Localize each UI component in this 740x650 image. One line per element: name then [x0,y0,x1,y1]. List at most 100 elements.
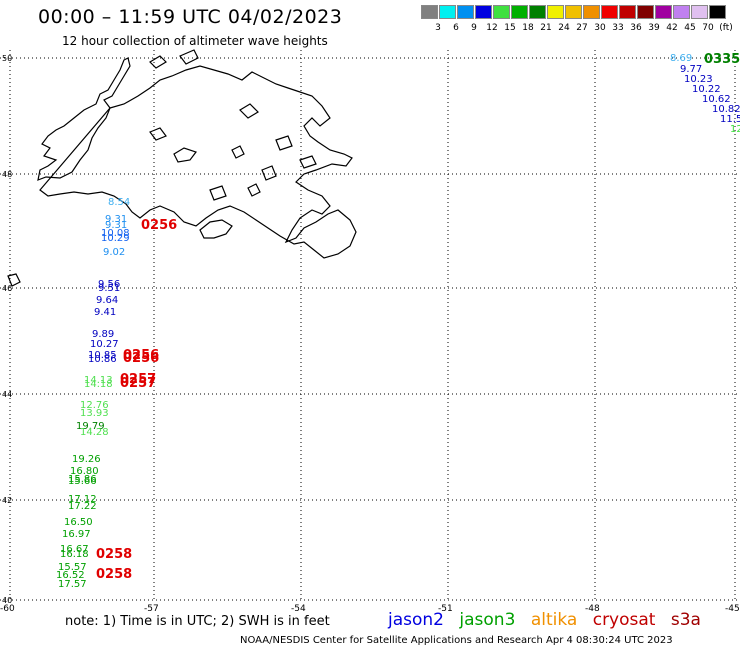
note-text: note: 1) Time is in UTC; 2) SWH is in fe… [65,614,330,629]
legend-swatch [601,5,618,19]
island-coastline [231,145,245,159]
island-coastline [7,273,21,287]
satellite-s3a: s3a [670,610,701,630]
longitude-label: -45 [725,604,740,614]
wave-height-value: 9.77 [680,64,702,75]
wave-height-value: 16.18 [60,549,89,560]
legend-label: 24 [558,23,570,33]
legend-swatch [547,5,564,19]
satellite-altika: altika [530,610,578,630]
wave-height-value: 9.02 [103,247,125,258]
wave-height-value: 9.31 [105,220,127,231]
wave-height-value: 10.86 [88,354,117,365]
wave-height-value: 15.86 [68,474,97,485]
legend-label: (ft) [719,23,733,33]
legend-label: 70 [702,23,714,33]
legend-label: 39 [648,23,660,33]
island-coastline [199,219,233,239]
legend-label: 36 [630,23,642,33]
satellite-jason3: jason3 [459,610,516,630]
satellite-cryosat: cryosat [592,610,656,630]
legend-label: 18 [522,23,534,33]
legend-swatch [583,5,600,19]
wave-height-value: 15.66 [68,476,97,487]
legend-label: 21 [540,23,552,33]
wave-height-value: 9.56 [98,279,120,290]
wave-height-value: 14.18 [84,379,113,390]
newfoundland-coastline [39,65,357,259]
pass-time-label: 0335 [704,52,740,67]
latitude-label: 46 [2,284,12,293]
wave-height-value: 9.31 [105,214,127,225]
latitude-label: 50 [2,54,12,63]
legend-swatch [565,5,582,19]
longitude-label: -60 [0,604,15,614]
longitude-label: -54 [291,604,306,614]
wave-height-value: 19.79 [76,421,105,432]
pass-time-label: 0258 [96,547,132,562]
legend-label: 33 [612,23,624,33]
wave-height-value: 12 [730,124,740,135]
observation-labels: 8.549.319.3110.0810.299.029.569.519.649.… [56,52,740,590]
legend-swatch [529,5,546,19]
legend-label: 27 [576,23,588,33]
graticule [0,50,740,601]
legend-swatch [421,5,438,19]
wave-height-value: 19.26 [72,454,101,465]
coastline [7,49,357,287]
wave-height-value: 14.28 [80,427,109,438]
satellite-jason2: jason2 [388,610,444,630]
island-coastline [179,49,199,65]
legend-label: 42 [666,23,678,33]
legend-swatch [709,5,726,19]
wave-height-value: 10.27 [90,339,119,350]
satellite-legend: jason2 jason3 altika cryosat s3a [388,610,711,630]
wave-height-value: 16.50 [64,517,93,528]
legend-swatch [619,5,636,19]
map-title: 00:00 – 11:59 UTC 04/02/2023 [38,6,343,28]
wave-height-value: 9.51 [98,283,120,294]
pass-time-label: 0256 [123,348,159,363]
wave-height-value: 9.64 [96,295,118,306]
legend-swatch [439,5,456,19]
legend-swatch [493,5,510,19]
longitude-label: -48 [585,604,600,614]
legend-swatch [691,5,708,19]
latitude-label: 48 [2,170,12,179]
legend-label: 3 [435,23,441,33]
map-subtitle: 12 hour collection of altimeter wave hei… [62,34,328,48]
legend-label: 9 [471,23,477,33]
island-coastline [247,183,261,197]
wave-height-value: 10.62 [702,94,731,105]
island-coastline [299,155,317,169]
wave-height-value: 16.97 [62,529,91,540]
latitude-label: 44 [2,390,12,399]
wave-height-value: 16.67 [60,544,89,555]
legend-label: 12 [486,23,498,33]
wave-height-value: 8.54 [108,197,130,208]
wave-height-value: 12.76 [80,400,109,411]
wave-height-value: 16.80 [70,466,99,477]
pass-time-label: 0256 [141,218,177,233]
wave-height-value: 10.29 [101,233,130,244]
latitude-label: 40 [2,596,12,605]
island-coastline [261,165,277,181]
axis-labels: 50 48 46 44 42 40-60 -57 -54 -51 -48 -45 [0,54,740,614]
wave-height-value: 16.52 [56,570,85,581]
island-coastline [209,185,227,201]
pass-time-label: 0256 [123,351,159,366]
island-coastline [239,103,259,119]
pass-time-label: 0258 [96,567,132,582]
wave-height-value: 11.5 [720,114,740,125]
newfoundland-coastline [37,57,131,181]
wave-height-value: 10.82 [712,104,740,115]
wave-height-value: 9.89 [92,329,114,340]
island-coastline [149,55,167,69]
latitude-label: 42 [2,496,12,505]
legend-swatch [637,5,654,19]
island-coastline [149,127,167,141]
longitude-label: -57 [144,604,159,614]
pass-time-label: 0257 [120,372,156,387]
